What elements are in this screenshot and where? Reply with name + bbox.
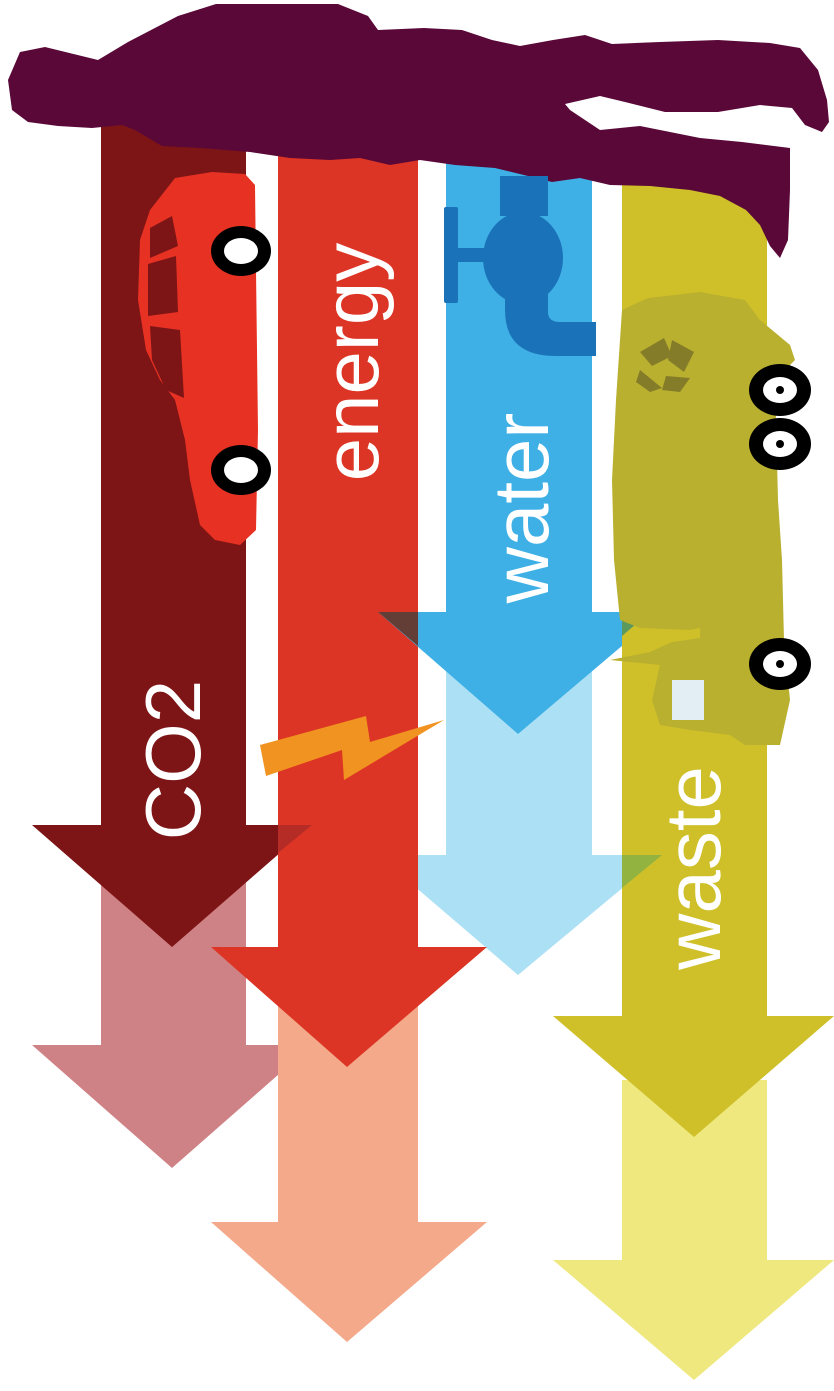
water-arrow-extended <box>378 612 662 975</box>
car-wheel-rear <box>211 445 271 495</box>
garbage-truck-icon <box>610 292 811 745</box>
lightning-bolt-icon <box>260 716 444 780</box>
energy-arrow-extended <box>211 1000 487 1342</box>
water-tap-icon <box>444 176 596 356</box>
car-wheel-front <box>211 226 271 276</box>
car-icon <box>138 172 271 545</box>
truck-wheel-3 <box>749 638 811 690</box>
water-label: water <box>477 413 565 605</box>
energy-label: energy <box>307 243 395 482</box>
truck-wheel-2 <box>749 418 811 470</box>
person-silhouette-icon <box>8 4 829 258</box>
waste-label: waste <box>649 766 737 971</box>
waste-arrow-extended <box>553 1080 834 1380</box>
co2-label: CO2 <box>129 680 217 840</box>
energy-water-overlap <box>378 612 418 646</box>
recycle-icon <box>636 338 694 392</box>
co2-energy-overlap <box>246 825 312 853</box>
truck-wheel-1 <box>749 364 811 416</box>
water-ext-waste-overlap <box>622 855 662 888</box>
co2-arrow-extended <box>32 850 312 1168</box>
